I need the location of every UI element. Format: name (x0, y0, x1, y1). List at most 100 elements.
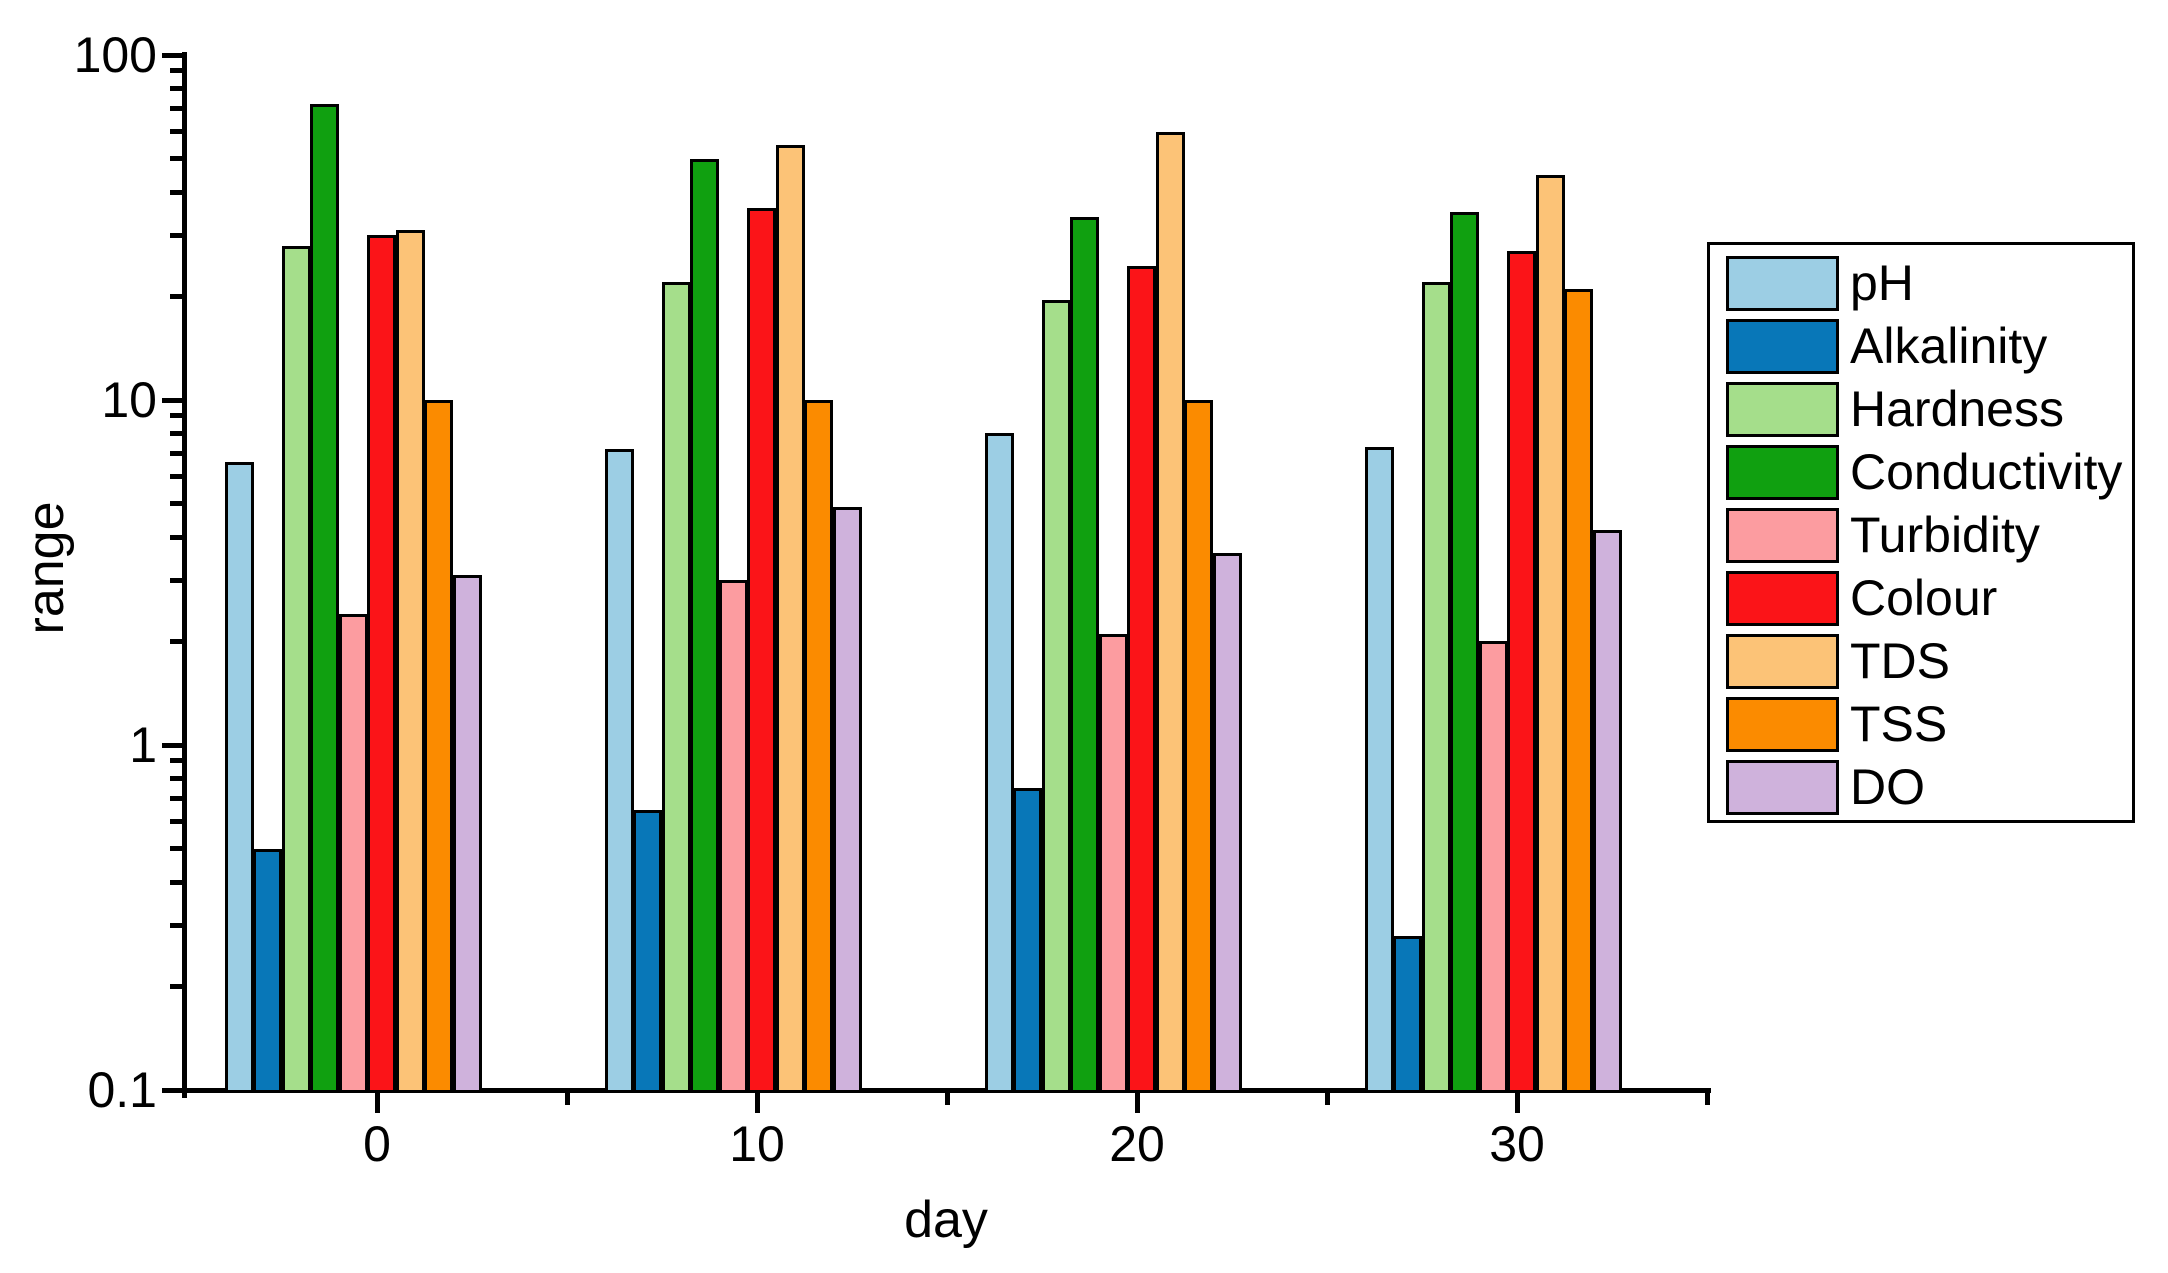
legend-swatch-Alkalinity (1726, 319, 1839, 374)
x-minor-tick (1704, 1093, 1710, 1105)
y-minor-tick (170, 922, 182, 928)
bar-Conductivity-day30 (1450, 212, 1479, 1093)
bar-pH-day20 (985, 433, 1014, 1093)
legend-item-pH: pH (1710, 256, 2132, 311)
bar-TDS-day20 (1156, 131, 1185, 1093)
bar-TSS-day10 (804, 400, 833, 1093)
bar-Turbidity-day0 (339, 613, 368, 1093)
bar-DO-day10 (833, 506, 862, 1093)
legend-label-TSS: TSS (1850, 696, 1948, 752)
x-major-tick (374, 1093, 380, 1113)
y-axis-line (182, 52, 187, 1098)
y-minor-tick (170, 293, 182, 299)
y-minor-tick (170, 474, 182, 480)
y-minor-tick (170, 68, 182, 74)
y-minor-tick (170, 105, 182, 111)
y-tick-label: 10 (101, 372, 157, 428)
bar-TDS-day30 (1536, 174, 1565, 1093)
y-minor-tick (170, 534, 182, 540)
bar-Hardness-day0 (282, 245, 311, 1093)
bar-Hardness-day10 (662, 281, 691, 1093)
bar-TSS-day20 (1184, 400, 1213, 1093)
legend-label-Hardness: Hardness (1850, 381, 2064, 437)
bar-Conductivity-day20 (1070, 216, 1099, 1093)
x-tick-label: 10 (729, 1116, 785, 1172)
y-major-tick (162, 52, 182, 58)
y-tick-label: 100 (73, 27, 157, 83)
bar-Alkalinity-day0 (253, 848, 282, 1093)
x-axis-title: day (904, 1191, 988, 1249)
bar-Turbidity-day20 (1099, 633, 1128, 1093)
y-tick-label: 1 (129, 717, 157, 773)
bar-Turbidity-day10 (719, 580, 748, 1093)
y-minor-tick (170, 638, 182, 644)
y-minor-tick (170, 775, 182, 781)
y-axis-title: range (17, 501, 75, 635)
legend-label-Conductivity: Conductivity (1850, 444, 2123, 500)
legend-swatch-TDS (1726, 634, 1839, 689)
bar-Conductivity-day10 (690, 158, 719, 1093)
y-tick-label: 0.1 (87, 1062, 157, 1118)
y-minor-tick (170, 983, 182, 989)
legend-item-Turbidity: Turbidity (1710, 508, 2132, 563)
bar-TSS-day30 (1564, 288, 1593, 1093)
bar-pH-day0 (225, 462, 254, 1093)
x-tick-label: 20 (1109, 1116, 1165, 1172)
x-major-tick (1134, 1093, 1140, 1113)
y-minor-tick (170, 129, 182, 135)
bar-Hardness-day30 (1422, 281, 1451, 1093)
legend-item-Hardness: Hardness (1710, 382, 2132, 437)
legend-item-TDS: TDS (1710, 634, 2132, 689)
x-axis-line (182, 1088, 1711, 1093)
legend-label-TDS: TDS (1850, 633, 1950, 689)
y-minor-tick (170, 232, 182, 238)
legend-label-Turbidity: Turbidity (1850, 507, 2040, 563)
x-major-tick (1514, 1093, 1520, 1113)
y-minor-tick (170, 501, 182, 507)
legend-swatch-Turbidity (1726, 508, 1839, 563)
bar-TSS-day0 (424, 400, 453, 1093)
bar-pH-day30 (1365, 447, 1394, 1093)
x-tick-label: 30 (1489, 1116, 1545, 1172)
legend-swatch-pH (1726, 256, 1839, 311)
bar-Colour-day0 (367, 235, 396, 1093)
x-minor-tick (1324, 1093, 1330, 1105)
legend-swatch-TSS (1726, 697, 1839, 752)
x-major-tick (754, 1093, 760, 1113)
bar-Alkalinity-day30 (1393, 935, 1422, 1093)
y-minor-tick (170, 430, 182, 436)
bar-Hardness-day20 (1042, 299, 1071, 1093)
bar-pH-day10 (605, 449, 634, 1093)
y-minor-tick (170, 879, 182, 885)
bar-DO-day30 (1593, 529, 1622, 1093)
legend: pH Alkalinity Hardness Conductivity Turbidit… (1707, 242, 2135, 823)
legend-swatch-DO (1726, 760, 1839, 815)
y-major-tick (162, 742, 182, 748)
legend-item-DO: DO (1710, 760, 2132, 815)
legend-label-pH: pH (1850, 255, 1914, 311)
bar-DO-day0 (453, 575, 482, 1093)
bar-Alkalinity-day20 (1013, 788, 1042, 1093)
x-minor-tick (944, 1093, 950, 1105)
legend-label-Alkalinity: Alkalinity (1850, 318, 2048, 374)
y-minor-tick (170, 819, 182, 825)
bar-TDS-day10 (776, 144, 805, 1093)
legend-item-Colour: Colour (1710, 571, 2132, 626)
legend-item-Alkalinity: Alkalinity (1710, 319, 2132, 374)
legend-swatch-Conductivity (1726, 445, 1839, 500)
y-major-tick (162, 397, 182, 403)
legend-swatch-Hardness (1726, 382, 1839, 437)
y-minor-tick (170, 85, 182, 91)
legend-label-Colour: Colour (1850, 570, 1998, 626)
y-minor-tick (170, 758, 182, 764)
legend-item-TSS: TSS (1710, 697, 2132, 752)
bar-Conductivity-day0 (310, 104, 339, 1093)
bar-TDS-day0 (396, 230, 425, 1093)
bar-Colour-day30 (1507, 251, 1536, 1093)
x-minor-tick (564, 1093, 570, 1105)
bar-Turbidity-day30 (1479, 641, 1508, 1093)
legend-swatch-Colour (1726, 571, 1839, 626)
y-minor-tick (170, 846, 182, 852)
y-minor-tick (170, 450, 182, 456)
